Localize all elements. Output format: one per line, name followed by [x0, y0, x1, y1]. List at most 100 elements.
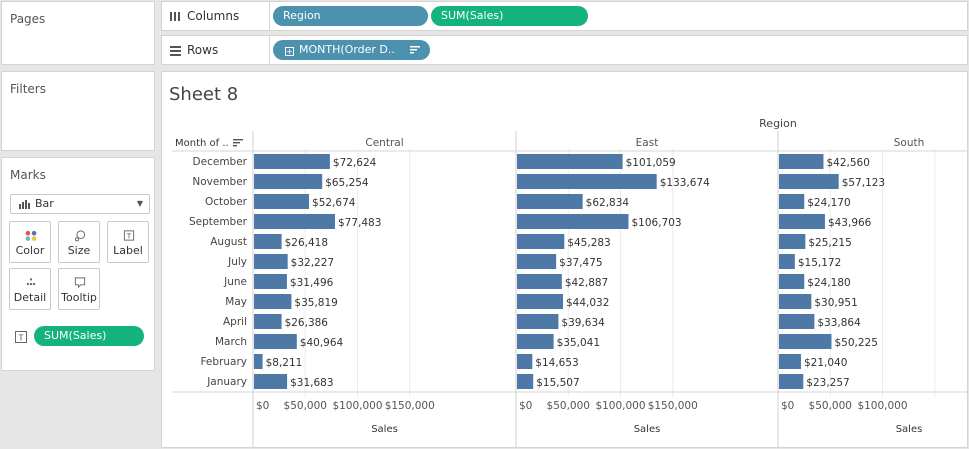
marks-title: Marks: [10, 168, 46, 182]
bar-value-label: $35,041: [557, 337, 600, 349]
bar[interactable]: [517, 374, 534, 389]
sum-sales-pill[interactable]: SUM(Sales): [431, 6, 588, 26]
bar-value-label: $101,059: [626, 157, 676, 169]
mark-type-dropdown[interactable]: Bar ▼: [10, 194, 150, 214]
bar[interactable]: [254, 334, 297, 349]
bar-value-label: $77,483: [338, 217, 381, 229]
rows-shelf-header: Rows: [170, 43, 218, 57]
expand-icon: +: [285, 47, 294, 56]
bar[interactable]: [517, 174, 657, 189]
bar[interactable]: [517, 254, 557, 269]
axis-tick-label: $150,000: [648, 400, 698, 412]
month-pill-label: MONTH(Order D..: [299, 43, 395, 56]
month-label: January: [206, 376, 247, 388]
sort-icon[interactable]: [233, 139, 243, 141]
tooltip-button[interactable]: Tooltip: [58, 268, 100, 310]
axis-tick-label: $0: [781, 400, 794, 412]
pages-panel[interactable]: Pages: [1, 1, 155, 65]
bar-value-label: $21,040: [804, 357, 847, 369]
bar[interactable]: [517, 334, 554, 349]
bar-value-label: $31,683: [290, 377, 333, 389]
size-button[interactable]: Size: [58, 221, 100, 263]
month-label: August: [210, 236, 247, 248]
bar[interactable]: [779, 354, 801, 369]
sheet-title: Sheet 8: [169, 84, 239, 105]
color-icon: [25, 230, 37, 241]
bar-value-label: $72,624: [333, 157, 377, 169]
filters-panel[interactable]: Filters: [1, 71, 155, 151]
view-panel: Sheet 8 Region Month of .. December Novembe…: [161, 71, 968, 448]
size-icon: [74, 230, 86, 242]
bar[interactable]: [779, 254, 795, 269]
tooltip-label: Tooltip: [61, 291, 97, 304]
bar[interactable]: [254, 294, 292, 309]
month-label: February: [200, 356, 247, 368]
axis-tick-label: $50,000: [809, 400, 852, 412]
month-label: May: [225, 296, 247, 308]
axis-title: Sales: [634, 424, 661, 435]
bar-value-label: $43,966: [828, 217, 872, 229]
bar[interactable]: [779, 154, 824, 169]
bar[interactable]: [779, 194, 805, 209]
region-column-header: South: [894, 137, 925, 149]
bar[interactable]: [254, 354, 263, 369]
bar[interactable]: [517, 314, 559, 329]
shelf-divider: [269, 2, 270, 30]
bar-value-label: $40,964: [300, 337, 344, 349]
bar[interactable]: [254, 314, 282, 329]
bar[interactable]: [254, 214, 335, 229]
bar[interactable]: [517, 274, 562, 289]
bar-value-label: $106,703: [632, 217, 682, 229]
bar-value-label: $133,674: [660, 177, 710, 189]
bar-value-label: $24,170: [807, 197, 850, 209]
sort-icon[interactable]: [233, 145, 237, 147]
axis-tick-label: $100,000: [332, 400, 382, 412]
size-label: Size: [67, 244, 91, 257]
bar[interactable]: [779, 374, 804, 389]
month-label: June: [223, 276, 247, 288]
bar[interactable]: [517, 214, 629, 229]
detail-button[interactable]: Detail: [9, 268, 51, 310]
month-order-date-pill[interactable]: + MONTH(Order D..: [273, 40, 430, 60]
bar-value-label: $39,634: [561, 317, 605, 329]
sort-icon[interactable]: [233, 142, 240, 144]
label-button[interactable]: T Label: [107, 221, 149, 263]
month-row-header: Month of ..: [175, 138, 229, 149]
sum-sales-label-pill[interactable]: SUM(Sales): [34, 326, 144, 346]
bar[interactable]: [779, 214, 825, 229]
bar[interactable]: [254, 274, 287, 289]
bar[interactable]: [779, 274, 805, 289]
bar-value-label: $8,211: [266, 357, 303, 369]
bar[interactable]: [254, 154, 330, 169]
bar[interactable]: [779, 294, 812, 309]
marks-panel: Marks Bar ▼ Color Size T Label Detail: [1, 157, 155, 371]
color-button[interactable]: Color: [9, 221, 51, 263]
bar-value-label: $44,032: [566, 297, 609, 309]
bar[interactable]: [254, 174, 323, 189]
bar[interactable]: [254, 374, 288, 389]
axis-tick-label: $50,000: [547, 400, 590, 412]
bar[interactable]: [779, 334, 832, 349]
bar[interactable]: [517, 354, 533, 369]
bar[interactable]: [254, 194, 310, 209]
axis-title: Sales: [896, 424, 923, 435]
region-pill[interactable]: Region: [273, 6, 428, 26]
bar[interactable]: [517, 154, 623, 169]
rows-icon: [170, 45, 181, 56]
bar-value-label: $26,418: [285, 237, 328, 249]
bar[interactable]: [517, 194, 583, 209]
shelf-divider: [269, 36, 270, 64]
bar[interactable]: [517, 234, 565, 249]
month-label: July: [227, 256, 247, 268]
bar[interactable]: [517, 294, 564, 309]
bar-value-label: $15,172: [798, 257, 841, 269]
filters-title: Filters: [10, 82, 46, 96]
rows-label: Rows: [187, 43, 219, 57]
bar[interactable]: [779, 234, 806, 249]
bar[interactable]: [254, 234, 282, 249]
columns-label: Columns: [187, 9, 240, 23]
month-label: September: [189, 216, 248, 228]
bar[interactable]: [254, 254, 288, 269]
bar[interactable]: [779, 174, 839, 189]
bar[interactable]: [779, 314, 815, 329]
